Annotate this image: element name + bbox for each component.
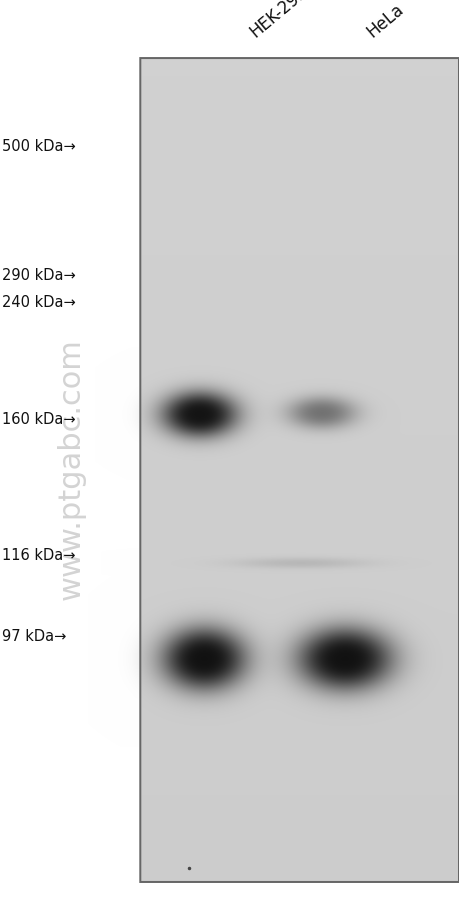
Text: 160 kDa→: 160 kDa→ xyxy=(2,412,76,427)
Text: HEK-293: HEK-293 xyxy=(246,0,310,41)
Text: www.ptgabc.com: www.ptgabc.com xyxy=(56,338,86,600)
Text: 500 kDa→: 500 kDa→ xyxy=(2,139,76,153)
Text: HeLa: HeLa xyxy=(363,0,406,41)
Text: 290 kDa→: 290 kDa→ xyxy=(2,268,76,282)
Text: 97 kDa→: 97 kDa→ xyxy=(2,629,67,643)
Text: 240 kDa→: 240 kDa→ xyxy=(2,295,76,309)
Text: 116 kDa→: 116 kDa→ xyxy=(2,548,76,562)
